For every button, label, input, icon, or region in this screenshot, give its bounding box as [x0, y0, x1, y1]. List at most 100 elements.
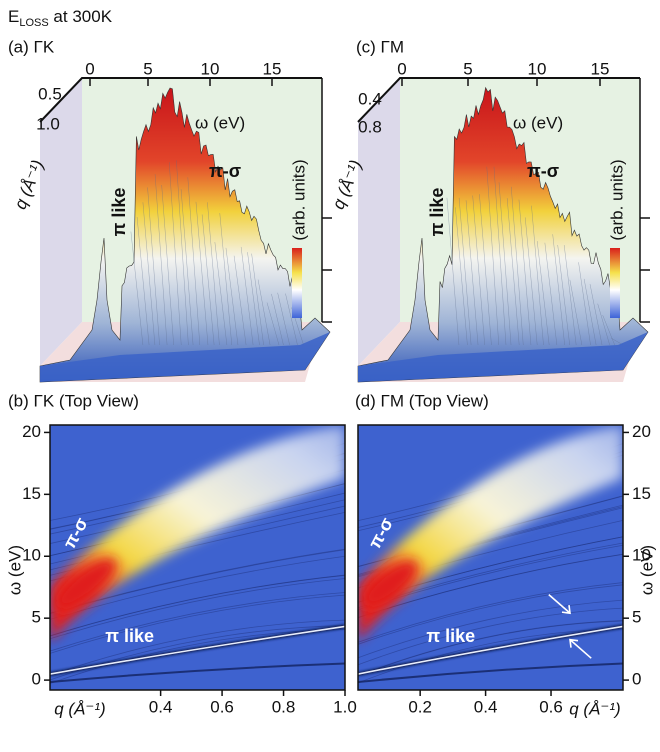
surface-ridge: [597, 303, 610, 346]
surface-ridge: [130, 231, 144, 346]
side-wall: [358, 78, 400, 366]
panel-label: (a) ΓK: [8, 37, 55, 56]
omega-tick-label: 15: [263, 59, 282, 78]
streak: [50, 574, 345, 637]
surface-ridge: [154, 174, 168, 346]
surface-panel: (c) ΓM0 5 10 150.40.8 ω (eV)q (Å⁻¹) (arb. uni…: [329, 37, 650, 383]
figure-title: ELOSS at 300K: [8, 7, 113, 28]
surface-ridge: [195, 201, 209, 346]
heatmap-panel: (d) ΓM (Top View) 0 5 10 15 20 0.2 0.4 0.6 q (Å⁻¹…: [355, 391, 656, 718]
intensity-label: (arb. units): [607, 159, 626, 240]
surface-ridge: [552, 234, 565, 346]
q-tick-label: 0.5: [38, 84, 62, 103]
x-tick-label: 1.0: [333, 697, 357, 716]
y-axis-label: ω (eV): [5, 545, 24, 595]
surface-ridge: [257, 279, 271, 346]
surface-ridge: [277, 292, 290, 346]
omega-tick-label: 5: [463, 59, 472, 78]
omega-tick-label: 0: [85, 59, 94, 78]
streak: [358, 584, 623, 645]
omega-tick-label: 10: [201, 59, 220, 78]
surface-ridge: [446, 197, 460, 346]
streak: [50, 619, 345, 676]
surface-ridge: [518, 199, 532, 346]
pi-sigma-band: [358, 425, 623, 643]
streak: [358, 553, 623, 619]
surface-ridge: [458, 197, 472, 346]
surface-ridge: [511, 186, 524, 346]
surface-ridge: [207, 202, 220, 346]
omega-axis-label: ω (eV): [513, 113, 563, 132]
surface-ridge: [161, 185, 174, 346]
surface-ridge: [142, 202, 156, 346]
streak: [358, 607, 623, 666]
x-tick-label: 0.4: [474, 697, 498, 716]
omega-tick-label: 10: [528, 59, 547, 78]
surface-panels: (a) ΓK0 5 10 150.51.0 ω (eV)q (Å⁻¹) (arb. uni…: [8, 37, 650, 383]
pi-like-line: [358, 625, 623, 675]
surface-panel: (a) ΓK0 5 10 150.51.0 ω (eV)q (Å⁻¹) (arb. uni…: [8, 37, 332, 383]
y-tick-label: 5: [32, 608, 41, 627]
y-tick-label: 15: [22, 484, 41, 503]
arrow: [569, 638, 592, 659]
surface-ridge: [506, 198, 520, 346]
title-sub: LOSS: [19, 17, 48, 29]
x-tick-label: 0.6: [210, 697, 234, 716]
panel-label: (c) ΓM: [356, 37, 404, 56]
surface-ridge: [176, 160, 189, 346]
x-tick-label: 0.8: [272, 697, 296, 716]
surface-ridge: [219, 213, 233, 346]
heatmap-panels: (b) ΓK (Top View) 0 5 10 15 20 0.4 0.6 0.8 1.0 q (…: [5, 391, 656, 718]
surface-ridge: [589, 284, 603, 346]
surface-ridge: [455, 207, 468, 346]
surface-ridge: [557, 244, 570, 346]
omega-tick-label: 15: [591, 59, 610, 78]
pi-like-label: π like: [105, 626, 154, 646]
surface-ridge: [180, 189, 194, 346]
q-tick-label: 1.0: [36, 114, 60, 133]
plot-frame: [49, 424, 346, 691]
y-axis-label: ω (eV): [637, 545, 656, 595]
y-tick-label: 15: [632, 484, 651, 503]
y-tick-label: 0: [632, 670, 641, 689]
surface-ridge: [147, 187, 160, 346]
surface-ridge: [233, 255, 247, 346]
surface-ridge: [168, 162, 182, 346]
x-tick-label: 0.4: [149, 697, 173, 716]
surface-ridge: [493, 166, 507, 346]
surface-ridge: [465, 200, 479, 346]
y-tick-label: 20: [632, 422, 651, 441]
surface-ridge: [602, 315, 615, 346]
surface-ridge: [569, 279, 583, 346]
surface-ridge: [531, 205, 544, 346]
surface-ridge: [266, 302, 280, 346]
surface-ridge: [472, 195, 485, 346]
colorbar: [610, 248, 620, 318]
omega-tick-label: 0: [397, 59, 406, 78]
streak: [358, 599, 623, 659]
pi-like-label: π like: [109, 188, 129, 237]
x-axis-label: q (Å⁻¹): [569, 699, 620, 718]
x-tick-label: 0.6: [539, 697, 563, 716]
heatmap-image: [358, 425, 623, 690]
surface-ridge: [136, 216, 150, 346]
title-rest: at 300K: [49, 7, 113, 26]
plot-frame: [357, 424, 624, 691]
y-tick-label: 20: [22, 422, 41, 441]
intensity-label: (arb. units): [289, 159, 308, 240]
surface-ridge: [583, 278, 597, 346]
omega-tick-label: 5: [143, 59, 152, 78]
surface-ridge: [486, 166, 500, 346]
pi-sigma-label: π-σ: [527, 161, 559, 181]
surface-ridge: [563, 245, 577, 346]
streak: [50, 578, 345, 640]
panel-title: (b) ΓK (Top View): [8, 391, 139, 410]
surface-ridge: [536, 241, 550, 346]
surface-ridge: [285, 293, 298, 346]
surface-ridge: [271, 293, 284, 346]
surface-ridge: [187, 177, 201, 346]
y-tick-label: 10: [632, 546, 651, 565]
axis-frame: [357, 77, 640, 123]
x-tick-label: 0.2: [408, 697, 432, 716]
